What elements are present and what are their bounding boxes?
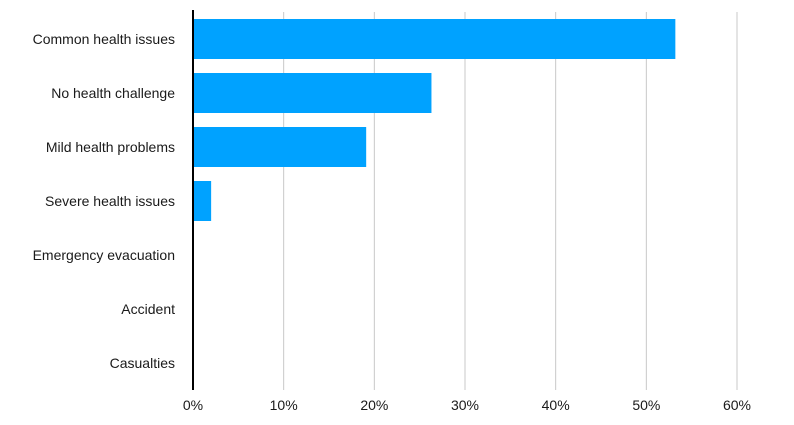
- x-tick-label: 30%: [451, 397, 479, 413]
- category-labels: Common health issues No health challenge M…: [33, 31, 176, 371]
- x-tick-label: 20%: [360, 397, 388, 413]
- x-tick-label: 0%: [183, 397, 203, 413]
- x-tick-label: 40%: [542, 397, 570, 413]
- bar: [193, 181, 212, 221]
- x-tick-label: 10%: [270, 397, 298, 413]
- bars: [193, 19, 676, 221]
- category-label: Emergency evacuation: [33, 247, 175, 263]
- x-tick-label: 50%: [632, 397, 660, 413]
- x-tick-label: 60%: [723, 397, 751, 413]
- category-label: Mild health problems: [46, 139, 175, 155]
- bar: [193, 73, 432, 113]
- category-label: Severe health issues: [45, 193, 175, 209]
- gridlines: [283, 12, 738, 390]
- category-label: Common health issues: [33, 31, 175, 47]
- category-label: Casualties: [110, 355, 175, 371]
- category-label: No health challenge: [51, 85, 175, 101]
- bar: [193, 19, 676, 59]
- bar: [193, 127, 367, 167]
- category-label: Accident: [121, 301, 175, 317]
- x-tick-labels: 0% 10% 20% 30% 40% 50% 60%: [183, 397, 751, 413]
